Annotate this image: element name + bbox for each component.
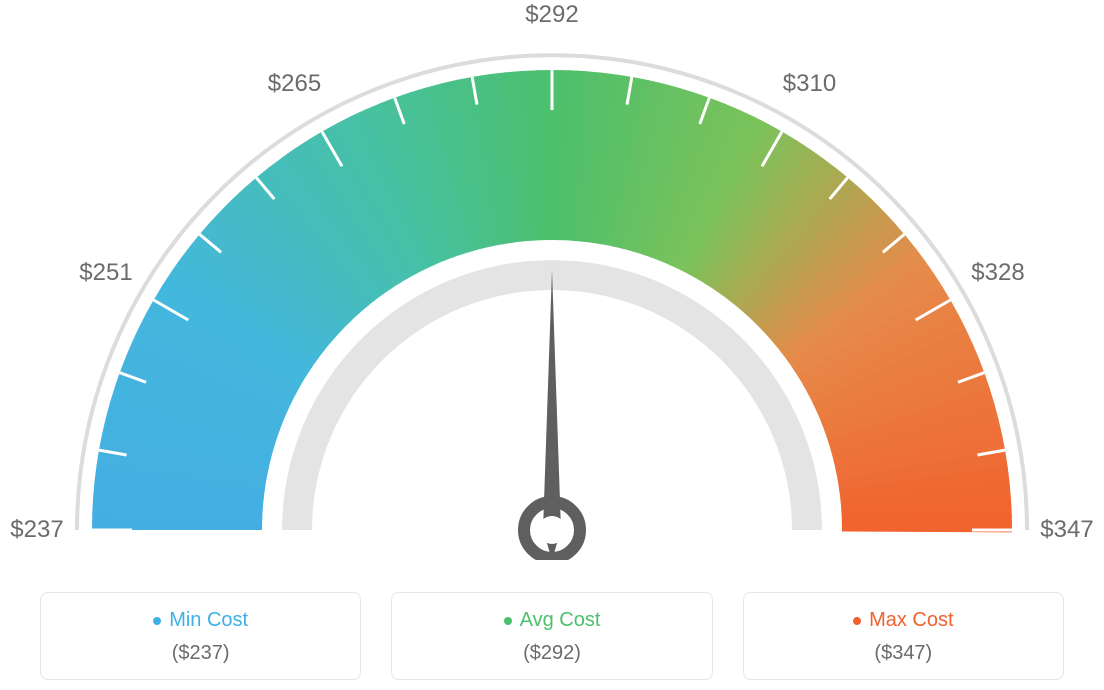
gauge-tick-label: $265	[268, 70, 321, 98]
legend-row: Min Cost ($237) Avg Cost ($292) Max Cost…	[0, 592, 1104, 680]
legend-title-avg: Avg Cost	[504, 609, 601, 632]
legend-dot-min	[153, 617, 161, 625]
gauge-svg	[0, 0, 1104, 560]
legend-value-min: ($237)	[41, 642, 360, 665]
legend-dot-max	[853, 617, 861, 625]
legend-title-min: Min Cost	[153, 609, 248, 632]
legend-title-max: Max Cost	[853, 609, 953, 632]
legend-label-max: Max Cost	[869, 609, 953, 632]
gauge-tick-label: $347	[1040, 516, 1093, 544]
legend-card-max: Max Cost ($347)	[743, 592, 1064, 680]
legend-value-max: ($347)	[744, 642, 1063, 665]
legend-card-min: Min Cost ($237)	[40, 592, 361, 680]
gauge-tick-label: $310	[783, 70, 836, 98]
legend-label-avg: Avg Cost	[520, 609, 601, 632]
gauge-tick-label: $237	[10, 516, 63, 544]
gauge-tick-label: $328	[971, 259, 1024, 287]
legend-value-avg: ($292)	[392, 642, 711, 665]
legend-dot-avg	[504, 617, 512, 625]
gauge-tick-label: $251	[79, 259, 132, 287]
legend-card-avg: Avg Cost ($292)	[391, 592, 712, 680]
gauge-container: $237 $251 $265 $292 $310 $328 $347	[0, 0, 1104, 560]
legend-label-min: Min Cost	[169, 609, 248, 632]
gauge-tick-label: $292	[525, 1, 578, 29]
